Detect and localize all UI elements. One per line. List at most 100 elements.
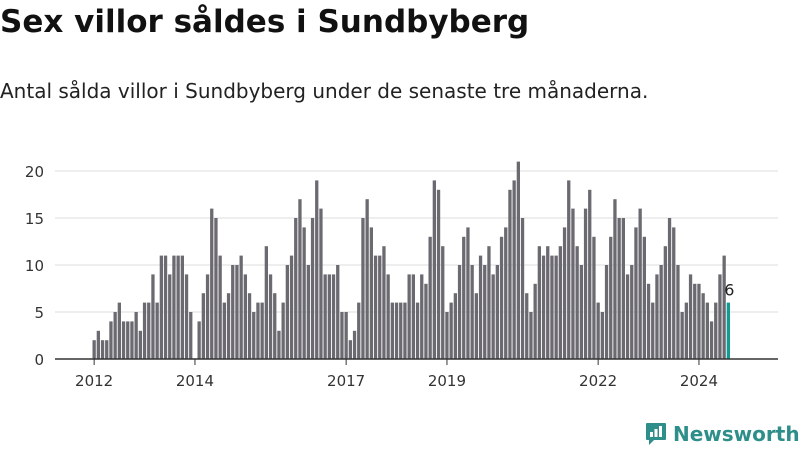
bar bbox=[373, 255, 378, 359]
bar bbox=[579, 265, 583, 359]
bar bbox=[163, 255, 168, 359]
bar bbox=[361, 218, 365, 359]
bar bbox=[583, 208, 588, 359]
x-tick-label: 2014 bbox=[176, 372, 214, 390]
bar bbox=[247, 293, 252, 359]
bar bbox=[634, 227, 638, 359]
bar bbox=[504, 227, 508, 359]
bar bbox=[525, 293, 529, 359]
bar bbox=[268, 274, 273, 359]
bar bbox=[638, 208, 642, 359]
bar bbox=[352, 330, 357, 359]
y-tick-label: 15 bbox=[25, 210, 44, 228]
bar bbox=[705, 302, 709, 359]
bar bbox=[550, 255, 554, 359]
bar bbox=[273, 293, 277, 359]
bar bbox=[445, 312, 449, 359]
bar bbox=[189, 312, 193, 359]
bar bbox=[260, 302, 264, 359]
bar bbox=[688, 274, 693, 359]
bar bbox=[600, 312, 604, 359]
bar bbox=[701, 293, 705, 359]
bar bbox=[277, 330, 281, 359]
bar bbox=[684, 302, 688, 359]
bar bbox=[134, 312, 138, 359]
bar bbox=[562, 227, 567, 359]
bar bbox=[617, 218, 621, 359]
bar bbox=[142, 302, 147, 359]
bar bbox=[428, 236, 432, 359]
bar bbox=[403, 302, 407, 359]
bar bbox=[672, 227, 676, 359]
bar bbox=[369, 227, 373, 359]
bar bbox=[197, 321, 201, 359]
bar bbox=[651, 302, 655, 359]
bar bbox=[130, 321, 134, 359]
bar bbox=[491, 274, 495, 359]
bar bbox=[100, 340, 105, 359]
bar bbox=[336, 265, 340, 359]
bar bbox=[483, 265, 487, 359]
bar bbox=[516, 161, 520, 359]
y-tick-label: 10 bbox=[25, 257, 44, 275]
bar bbox=[235, 265, 239, 359]
bar bbox=[357, 302, 361, 359]
x-tick-label: 2017 bbox=[327, 372, 365, 390]
bar bbox=[172, 255, 176, 359]
bar bbox=[252, 312, 256, 359]
bar bbox=[588, 189, 592, 359]
bar bbox=[470, 265, 474, 359]
axes: 2012 2014 2017 2019 2022 2024 bbox=[55, 358, 778, 390]
bar bbox=[655, 274, 659, 359]
bar bbox=[466, 227, 470, 359]
bar bbox=[394, 302, 399, 359]
bar bbox=[609, 236, 613, 359]
bar bbox=[344, 312, 348, 359]
bar bbox=[201, 293, 205, 359]
bar bbox=[667, 218, 672, 359]
bar bbox=[512, 180, 516, 359]
bar bbox=[693, 283, 697, 359]
x-tick-label: 2022 bbox=[579, 372, 617, 390]
bar bbox=[436, 189, 441, 359]
bar bbox=[432, 180, 436, 359]
bar bbox=[310, 218, 315, 359]
bar bbox=[302, 227, 306, 359]
bar bbox=[323, 274, 327, 359]
bar bbox=[298, 199, 302, 359]
bar bbox=[92, 340, 96, 359]
y-tick-label: 5 bbox=[34, 304, 44, 322]
bar bbox=[126, 321, 130, 359]
bar-chart: 0 5 10 15 20 6 2012 2014 2017 2019 2022 2024 bbox=[25, 161, 778, 390]
bar bbox=[567, 180, 571, 359]
brand-name: Newsworthy bbox=[673, 422, 800, 446]
bar bbox=[239, 255, 243, 359]
bar bbox=[680, 312, 684, 359]
bar bbox=[499, 236, 504, 359]
bar bbox=[117, 302, 121, 359]
bar bbox=[289, 255, 294, 359]
page-subtitle: Antal sålda villor i Sundbyberg under de… bbox=[0, 79, 649, 103]
bar bbox=[243, 274, 247, 359]
bar bbox=[226, 293, 231, 359]
bar bbox=[537, 246, 541, 359]
bar bbox=[256, 302, 260, 359]
bar bbox=[714, 302, 718, 359]
bar bbox=[331, 274, 336, 359]
bar bbox=[592, 236, 596, 359]
y-tick-label: 20 bbox=[25, 163, 44, 181]
bar bbox=[264, 246, 268, 359]
bar bbox=[407, 274, 411, 359]
bar bbox=[529, 312, 533, 359]
bar bbox=[546, 246, 550, 359]
bar bbox=[533, 283, 537, 359]
bar bbox=[495, 265, 499, 359]
bar bbox=[378, 255, 382, 359]
bar bbox=[642, 236, 646, 359]
bar bbox=[487, 246, 491, 359]
highlight-bar bbox=[726, 302, 730, 359]
bar bbox=[554, 255, 558, 359]
bar bbox=[155, 302, 159, 359]
bar bbox=[205, 274, 210, 359]
bar bbox=[365, 199, 369, 359]
